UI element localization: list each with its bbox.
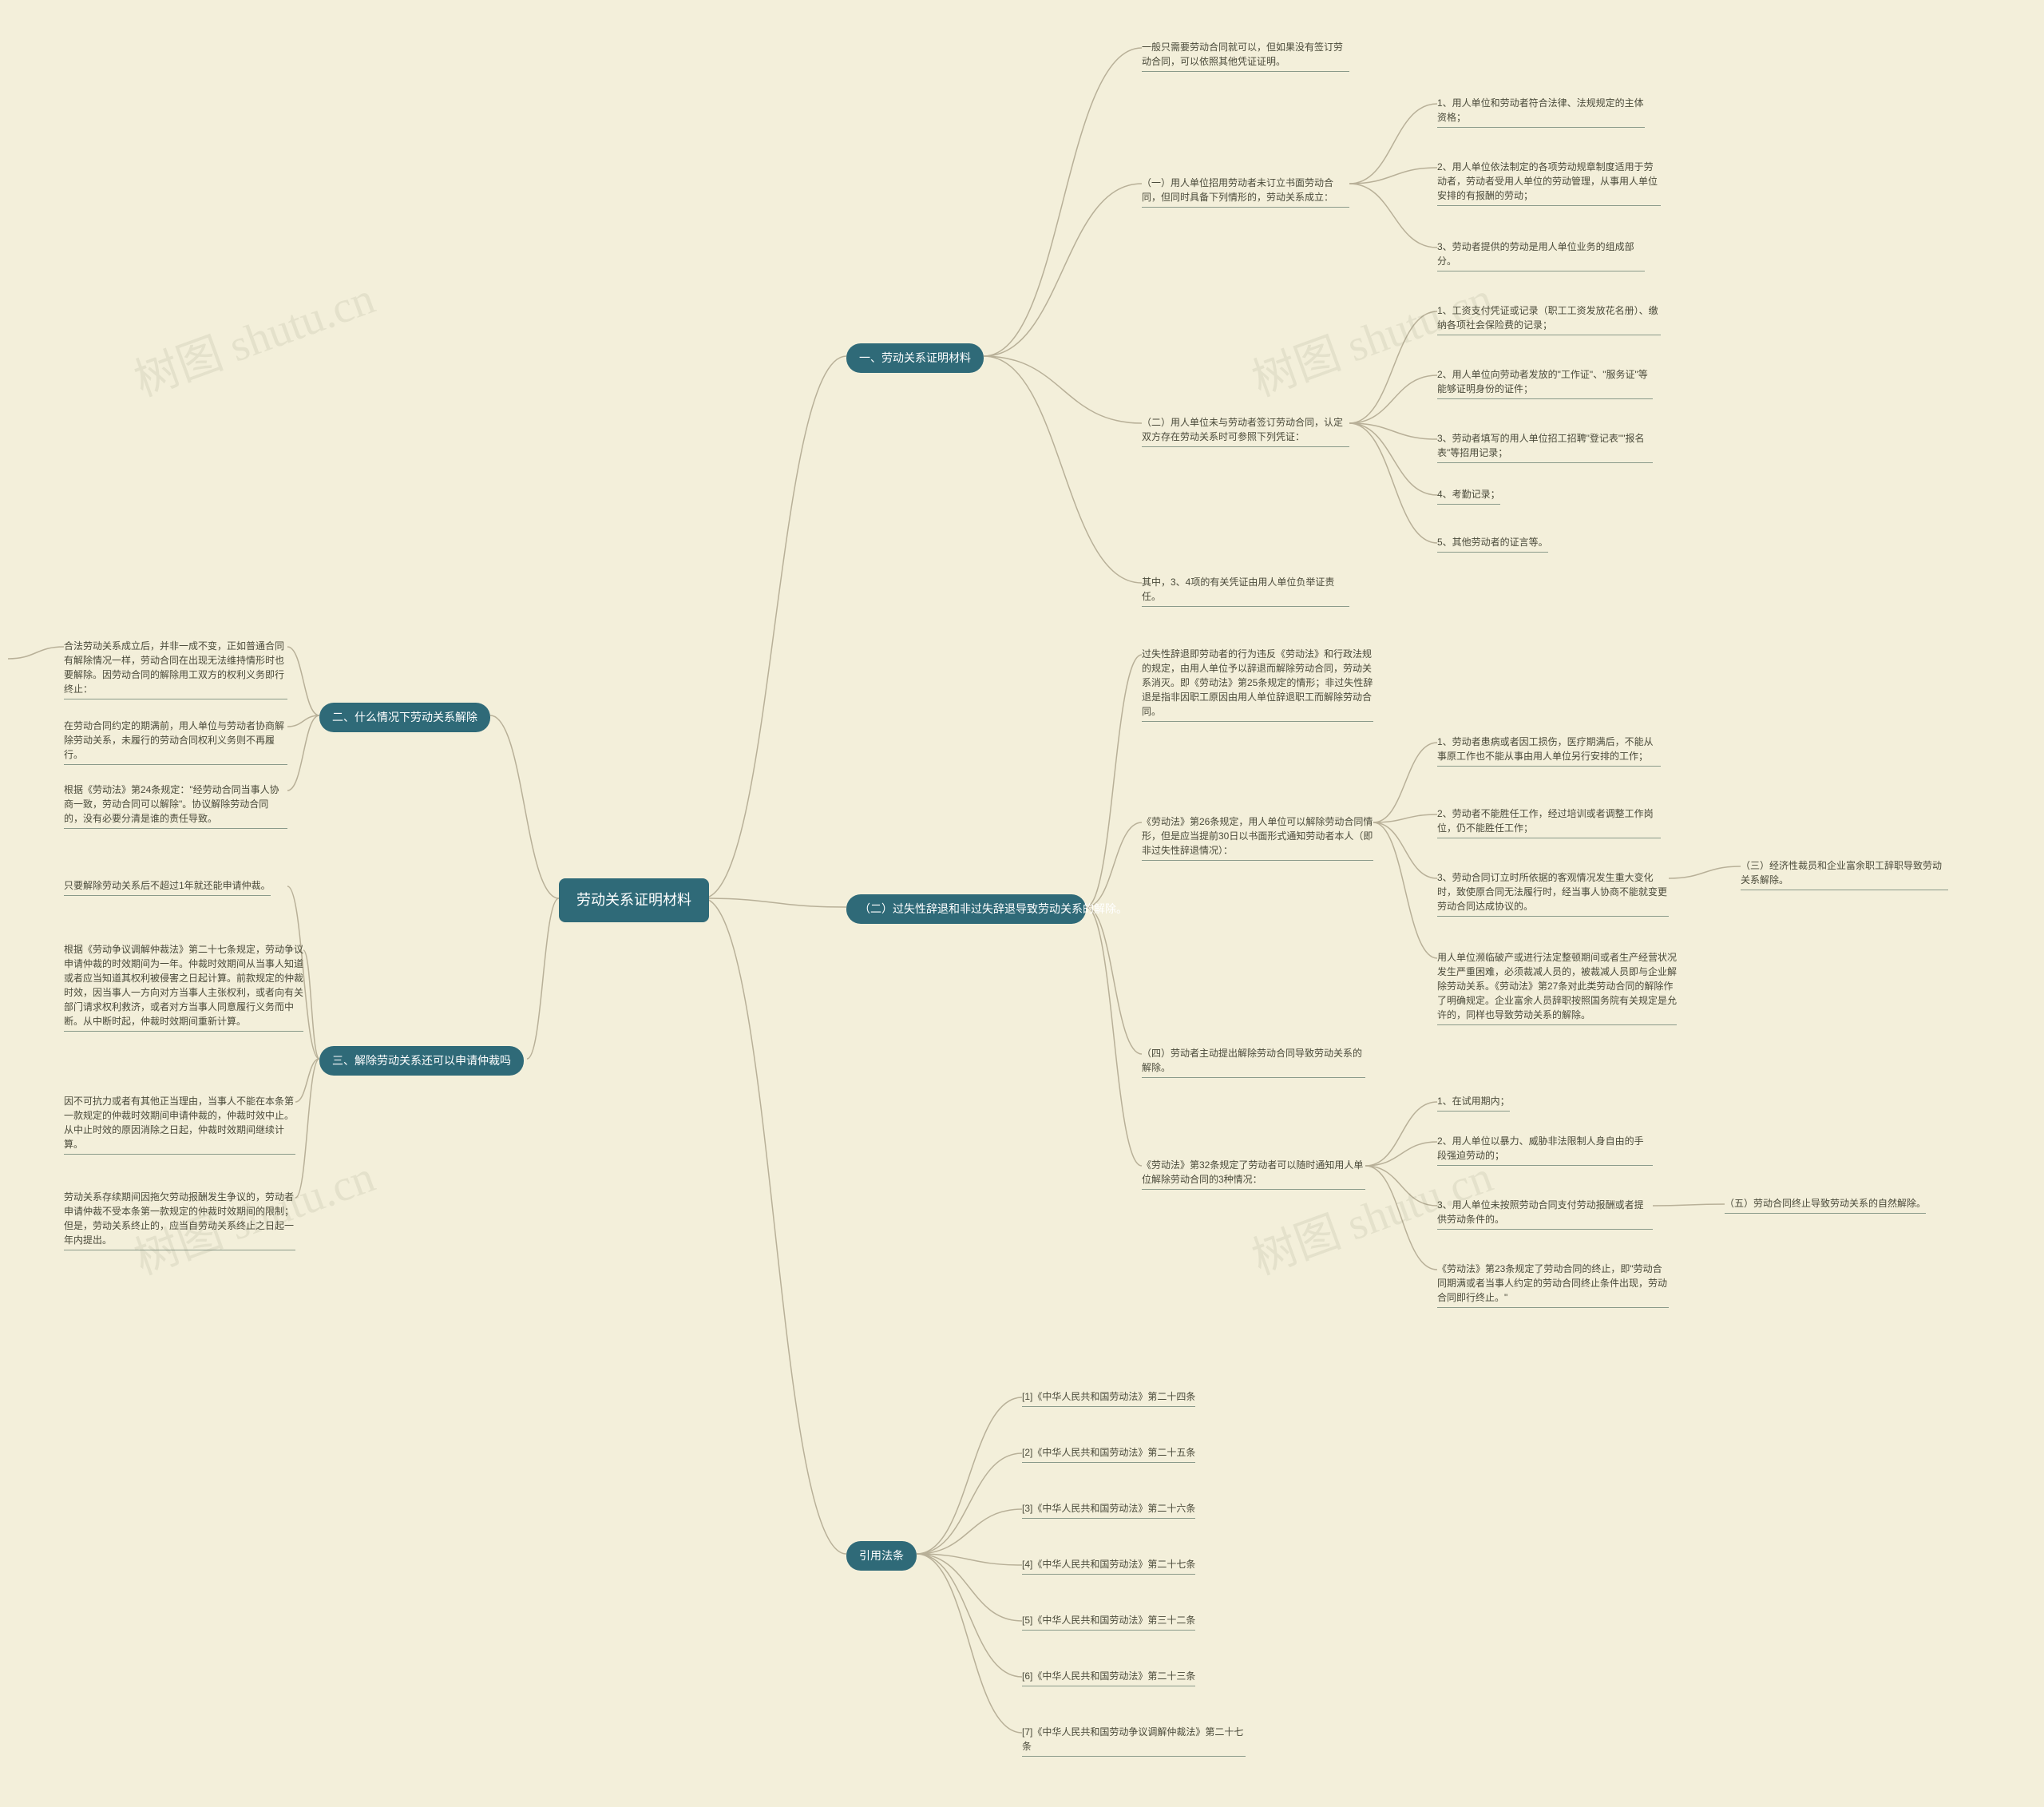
root-node[interactable]: 劳动关系证明材料 (559, 878, 709, 922)
leaf[interactable]: [7]《中华人民共和国劳动争议调解仲裁法》第二十七条 (1022, 1725, 1246, 1757)
leaf[interactable]: 在劳动合同约定的期满前，用人单位与劳动者协商解除劳动关系，未履行的劳动合同权利义… (64, 719, 287, 765)
leaf[interactable]: [2]《中华人民共和国劳动法》第二十五条 (1022, 1445, 1195, 1463)
leaf[interactable]: （五）劳动合同终止导致劳动关系的自然解除。 (1725, 1196, 1926, 1214)
leaf[interactable]: 2、用人单位依法制定的各项劳动规章制度适用于劳动者，劳动者受用人单位的劳动管理，… (1437, 160, 1661, 206)
leaf[interactable]: 劳动关系存续期间因拖欠劳动报酬发生争议的，劳动者申请仲裁不受本条第一款规定的仲裁… (64, 1190, 295, 1250)
leaf[interactable]: 4、考勤记录； (1437, 487, 1500, 505)
branch-right-0[interactable]: 一、劳动关系证明材料 (846, 343, 984, 373)
leaf[interactable]: 3、用人单位未按照劳动合同支付劳动报酬或者提供劳动条件的。 (1437, 1198, 1653, 1230)
leaf[interactable]: [3]《中华人民共和国劳动法》第二十六条 (1022, 1501, 1195, 1519)
branch-right-2[interactable]: 引用法条 (846, 1541, 917, 1571)
leaf[interactable]: 合法劳动关系成立后，并非一成不变，正如普通合同有解除情况一样，劳动合同在出现无法… (64, 639, 287, 699)
leaf[interactable]: 1、用人单位和劳动者符合法律、法规规定的主体资格； (1437, 96, 1645, 128)
leaf[interactable]: 其中，3、4项的有关凭证由用人单位负举证责任。 (1142, 575, 1349, 607)
leaf[interactable]: 2、劳动者不能胜任工作，经过培训或者调整工作岗位，仍不能胜任工作； (1437, 806, 1661, 838)
leaf[interactable]: （四）劳动者主动提出解除劳动合同导致劳动关系的解除。 (1142, 1046, 1365, 1078)
leaf[interactable]: 3、劳动者提供的劳动是用人单位业务的组成部分。 (1437, 240, 1645, 271)
leaf[interactable]: [4]《中华人民共和国劳动法》第二十七条 (1022, 1557, 1195, 1575)
leaf[interactable]: 根据《劳动法》第24条规定："经劳动合同当事人协商一致，劳动合同可以解除"。协议… (64, 783, 287, 829)
leaf[interactable]: （二）用人单位未与劳动者签订劳动合同，认定双方存在劳动关系时可参照下列凭证： (1142, 415, 1349, 447)
leaf[interactable]: 2、用人单位以暴力、威胁非法限制人身自由的手段强迫劳动的； (1437, 1134, 1653, 1166)
leaf[interactable]: 根据《劳动争议调解仲裁法》第二十七条规定，劳动争议申请仲裁的时效期间为一年。仲裁… (64, 942, 303, 1032)
leaf[interactable]: 一般只需要劳动合同就可以，但如果没有签订劳动合同，可以依照其他凭证证明。 (1142, 40, 1349, 72)
leaf[interactable]: 《劳动法》第23条规定了劳动合同的终止，即"劳动合同期满或者当事人约定的劳动合同… (1437, 1262, 1669, 1308)
branch-left-1[interactable]: 三、解除劳动关系还可以申请仲裁吗 (319, 1046, 524, 1076)
leaf[interactable]: 3、劳动合同订立时所依据的客观情况发生重大变化时，致使原合同无法履行时，经当事人… (1437, 870, 1669, 917)
leaf[interactable]: 3、劳动者填写的用人单位招工招聘"登记表""报名表"等招用记录； (1437, 431, 1653, 463)
leaf[interactable]: 1、劳动者患病或者因工损伤，医疗期满后，不能从事原工作也不能从事由用人单位另行安… (1437, 735, 1661, 767)
leaf[interactable]: 用人单位濒临破产或进行法定整顿期间或者生产经营状况发生严重困难，必须裁减人员的，… (1437, 950, 1677, 1025)
leaf[interactable]: 5、其他劳动者的证言等。 (1437, 535, 1548, 553)
leaf[interactable]: （一）用人单位招用劳动者未订立书面劳动合同，但同时具备下列情形的，劳动关系成立： (1142, 176, 1349, 208)
leaf[interactable]: 1、工资支付凭证或记录（职工工资发放花名册）、缴纳各项社会保险费的记录； (1437, 303, 1661, 335)
leaf[interactable]: [5]《中华人民共和国劳动法》第三十二条 (1022, 1613, 1195, 1631)
leaf[interactable]: 过失性辞退即劳动者的行为违反《劳动法》和行政法规的规定，由用人单位予以辞退而解除… (1142, 647, 1373, 722)
leaf[interactable]: 《劳动法》第32条规定了劳动者可以随时通知用人单位解除劳动合同的3种情况： (1142, 1158, 1365, 1190)
leaf[interactable]: 2、用人单位向劳动者发放的"工作证"、"服务证"等能够证明身份的证件； (1437, 367, 1653, 399)
branch-right-1[interactable]: （二）过失性辞退和非过失辞退导致劳动关系的解除。 (846, 894, 1086, 924)
leaf[interactable]: [1]《中华人民共和国劳动法》第二十四条 (1022, 1389, 1195, 1407)
leaf[interactable]: 《劳动法》第26条规定，用人单位可以解除劳动合同情形，但是应当提前30日以书面形… (1142, 814, 1373, 861)
leaf[interactable]: 只要解除劳动关系后不超过1年就还能申请仲裁。 (64, 878, 271, 896)
leaf[interactable]: （三）经济性裁员和企业富余职工辞职导致劳动关系解除。 (1741, 858, 1948, 890)
leaf[interactable]: 因不可抗力或者有其他正当理由，当事人不能在本条第一款规定的仲裁时效期间申请仲裁的… (64, 1094, 295, 1155)
leaf[interactable]: 1、在试用期内； (1437, 1094, 1510, 1112)
watermark: 树图 shutu.cn (125, 263, 382, 410)
leaf[interactable]: [6]《中华人民共和国劳动法》第二十三条 (1022, 1669, 1195, 1686)
branch-left-0[interactable]: 二、什么情况下劳动关系解除 (319, 703, 490, 732)
